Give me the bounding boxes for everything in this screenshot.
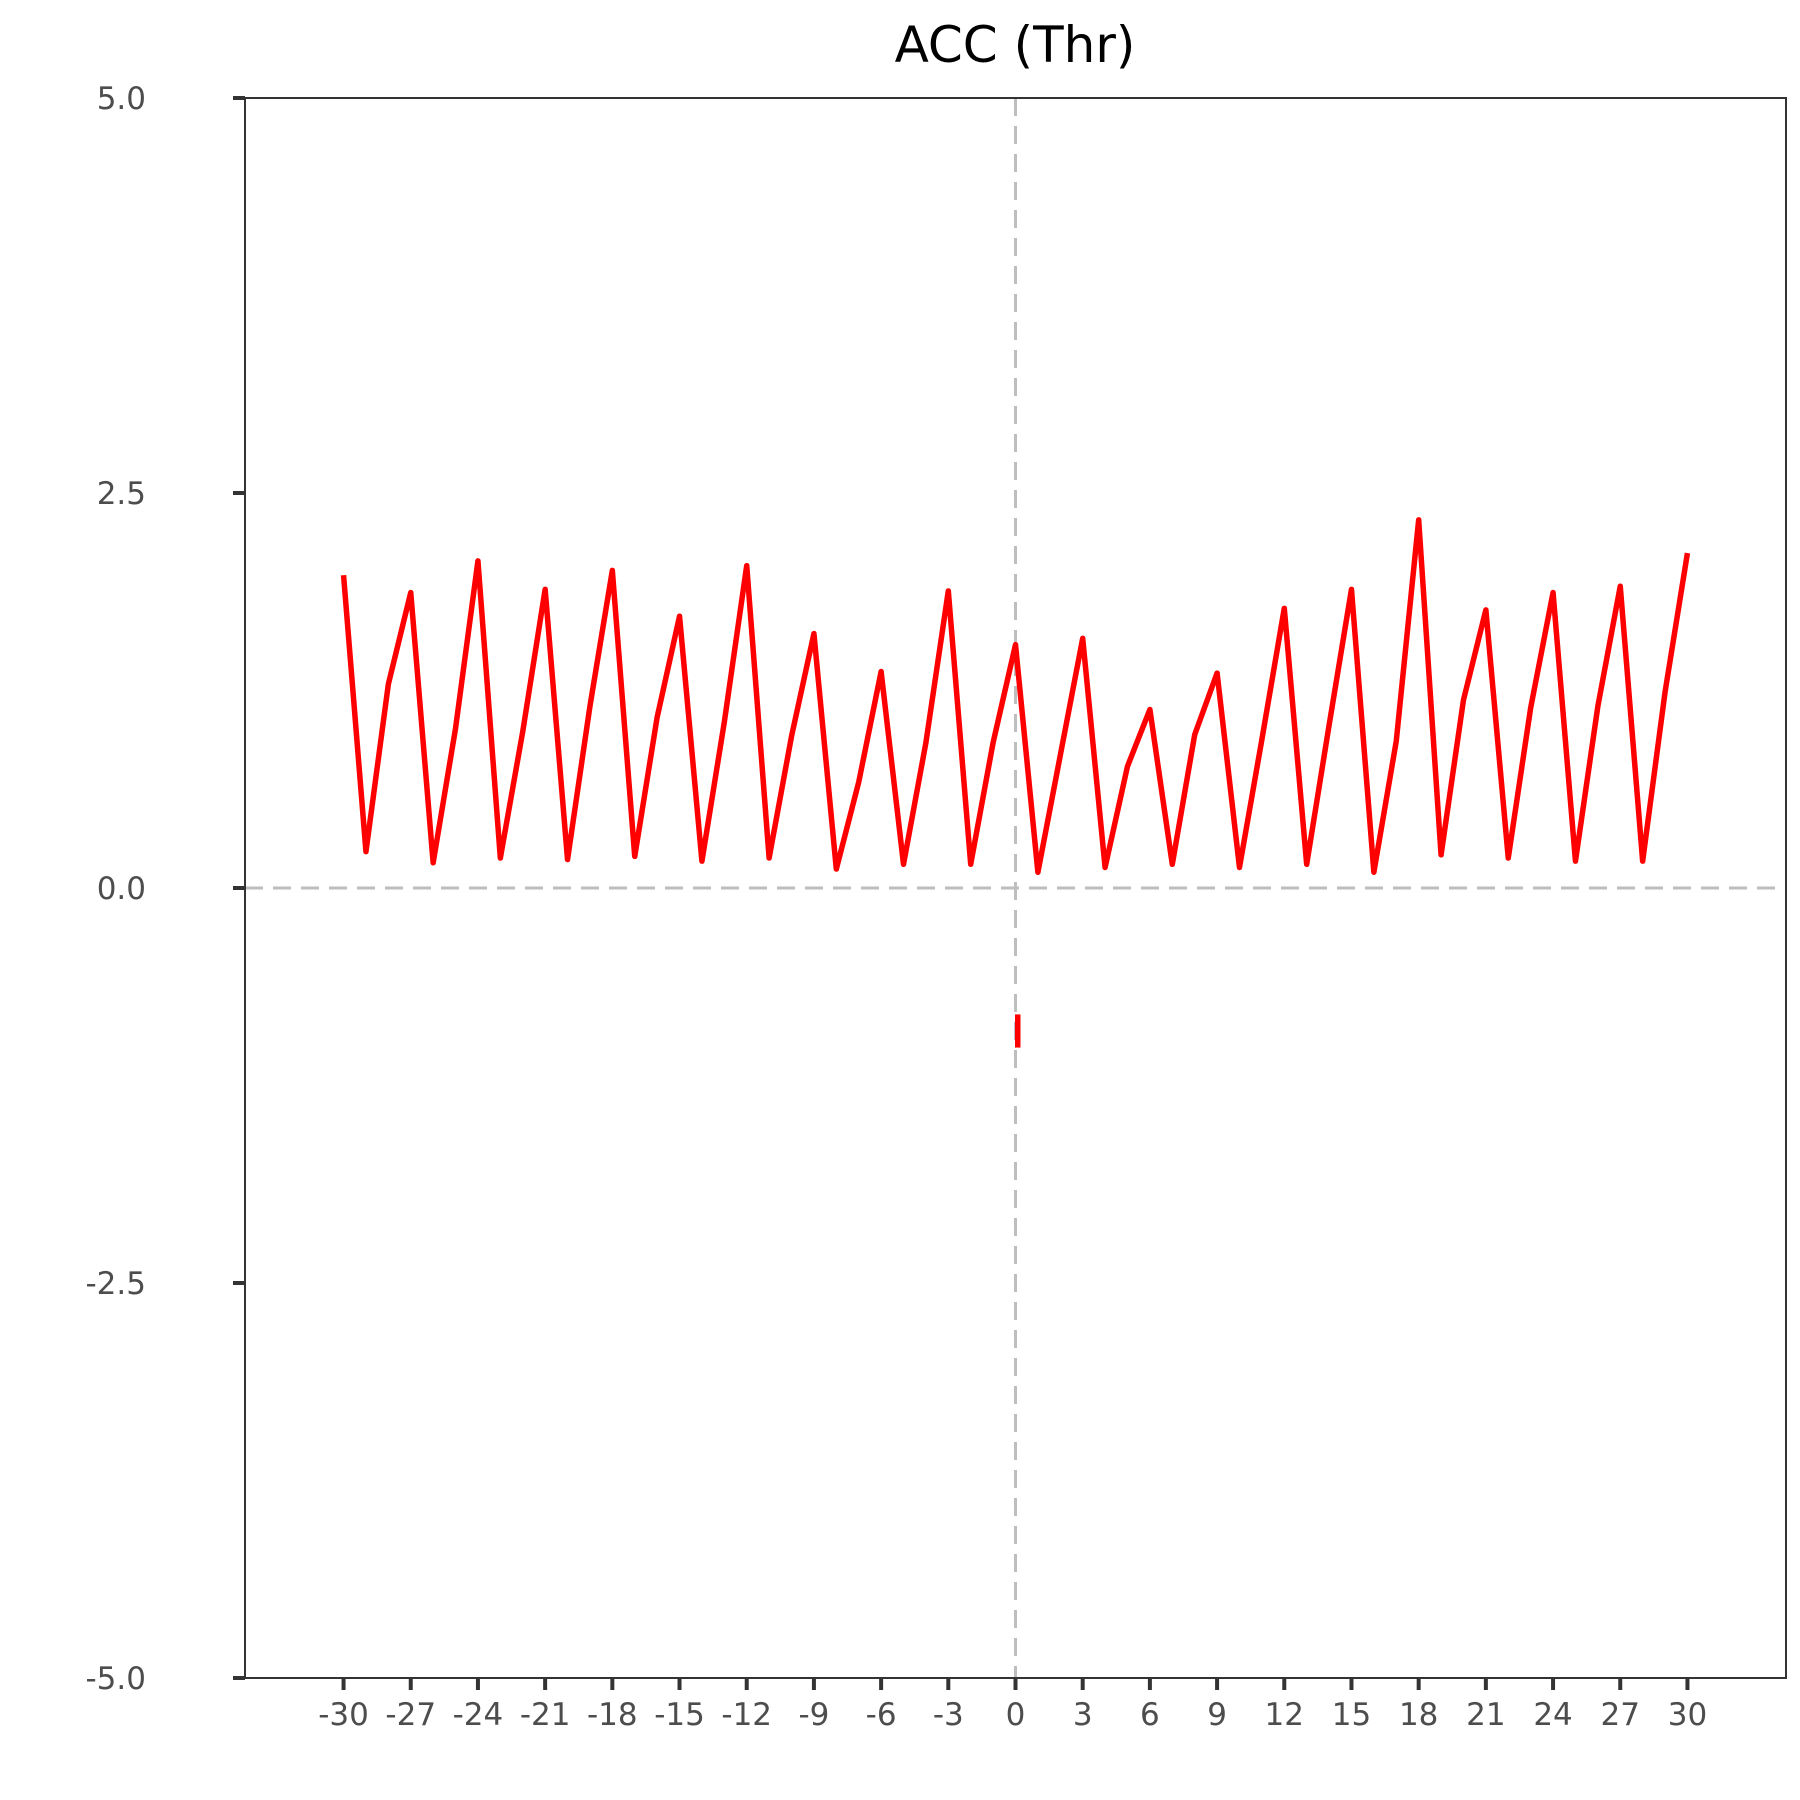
y-tick-label: -2.5 (86, 1266, 147, 1302)
x-tick-label: 6 (1140, 1697, 1160, 1733)
reference-lines (245, 98, 1786, 1678)
x-tick-label: 24 (1533, 1697, 1572, 1733)
x-tick-label: 12 (1265, 1697, 1304, 1733)
y-axis: 5.0 2.5 0.0 -2.5 -5.0 (86, 81, 245, 1697)
x-axis: -30 -27 -24 -21 -18 -15 -12 -9 -6 -3 0 3 6 9 12 15 18 21 2… (318, 1678, 1707, 1733)
x-tick-label: 21 (1466, 1697, 1505, 1733)
x-tick-label: 30 (1668, 1697, 1707, 1733)
chart-title: ACC (Thr) (895, 16, 1136, 74)
x-tick-label: 15 (1332, 1697, 1371, 1733)
y-tick-label: -5.0 (86, 1661, 147, 1697)
x-tick-label: -9 (798, 1697, 829, 1733)
x-tick-label: 9 (1207, 1697, 1227, 1733)
x-tick-label: -12 (721, 1697, 772, 1733)
x-tick-label: -18 (587, 1697, 638, 1733)
x-tick-label: -3 (933, 1697, 964, 1733)
x-tick-label: -27 (385, 1697, 436, 1733)
x-tick-label: 0 (1006, 1697, 1026, 1733)
series-line-1 (340, 517, 1691, 875)
series-layer (340, 517, 1691, 1048)
x-tick-label: 18 (1399, 1697, 1438, 1733)
y-tick-label: 2.5 (97, 476, 146, 512)
x-tick-label: -6 (866, 1697, 897, 1733)
x-tick-label: -15 (654, 1697, 705, 1733)
x-tick-label: -21 (520, 1697, 571, 1733)
y-tick-label: 0.0 (97, 871, 146, 907)
x-tick-label: 27 (1601, 1697, 1640, 1733)
x-tick-label: -24 (453, 1697, 504, 1733)
x-tick-label: -30 (318, 1697, 369, 1733)
y-tick-label: 5.0 (97, 81, 146, 117)
x-tick-label: 3 (1073, 1697, 1093, 1733)
